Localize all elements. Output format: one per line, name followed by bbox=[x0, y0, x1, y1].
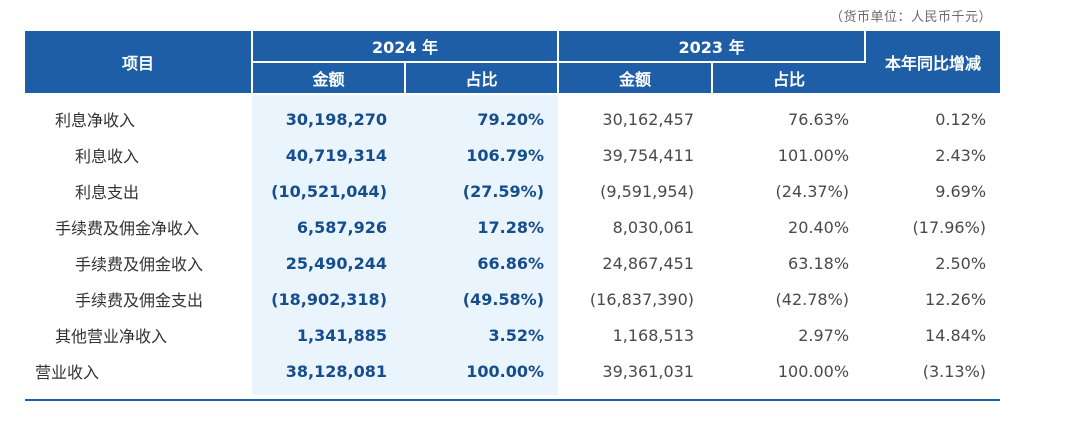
row-label: 利息净收入 bbox=[55, 111, 136, 130]
table-row: 营业收入 38,128,081 100.00% 39,361,031 100.0… bbox=[25, 353, 1000, 395]
header-amount-2023: 金额 bbox=[558, 62, 714, 95]
ratio-2023: 2.97% bbox=[798, 325, 850, 345]
table-row: 利息支出 (10,521,044) (27.59%) (9,591,954) (… bbox=[25, 173, 1000, 209]
ratio-2023: 100.00% bbox=[777, 361, 850, 381]
yoy-change: 0.12% bbox=[935, 109, 987, 129]
ratio-2024: 79.20% bbox=[405, 94, 559, 137]
ratio-2023: 20.40% bbox=[788, 217, 850, 237]
table-row: 手续费及佣金支出 (18,902,318) (49.58%) (16,837,3… bbox=[25, 281, 1000, 317]
amount-2024: 30,198,270 bbox=[252, 94, 405, 137]
income-table: 项目 2024 年 2023 年 本年同比增减 金额 占比 金额 占比 利息净收… bbox=[25, 31, 1001, 395]
ratio-2024: (49.58%) bbox=[405, 281, 559, 317]
amount-2023: 39,754,411 bbox=[602, 145, 695, 165]
amount-2023: 24,867,451 bbox=[602, 253, 695, 273]
table-body: 利息净收入 30,198,270 79.20% 30,162,457 76.63… bbox=[25, 94, 1000, 395]
row-label: 手续费及佣金支出 bbox=[75, 291, 204, 310]
table-row: 手续费及佣金收入 25,490,244 66.86% 24,867,451 63… bbox=[25, 245, 1000, 281]
ratio-2023: (42.78%) bbox=[775, 289, 850, 309]
amount-2024: 25,490,244 bbox=[252, 245, 405, 281]
table-row: 利息净收入 30,198,270 79.20% 30,162,457 76.63… bbox=[25, 94, 1000, 137]
ratio-2024: (27.59%) bbox=[405, 173, 559, 209]
ratio-2024: 17.28% bbox=[405, 209, 559, 245]
ratio-2023: 101.00% bbox=[777, 145, 850, 165]
amount-2024: 1,341,885 bbox=[252, 317, 405, 353]
header-ratio-2023: 占比 bbox=[712, 62, 866, 95]
row-label: 手续费及佣金净收入 bbox=[55, 219, 200, 238]
amount-2023: (16,837,390) bbox=[589, 289, 695, 309]
ratio-2024: 100.00% bbox=[405, 353, 559, 395]
amount-2023: 8,030,061 bbox=[612, 217, 695, 237]
row-label: 其他营业净收入 bbox=[55, 327, 168, 346]
table-row: 手续费及佣金净收入 6,587,926 17.28% 8,030,061 20.… bbox=[25, 209, 1000, 245]
header-yoy: 本年同比增减 bbox=[865, 31, 1001, 95]
amount-2024: (10,521,044) bbox=[252, 173, 405, 209]
ratio-2024: 3.52% bbox=[405, 317, 559, 353]
yoy-change: 2.43% bbox=[935, 145, 987, 165]
table-bottom-rule bbox=[25, 399, 1000, 401]
row-label: 营业收入 bbox=[35, 363, 100, 382]
amount-2023: 1,168,513 bbox=[612, 325, 695, 345]
amount-2023: 39,361,031 bbox=[602, 361, 695, 381]
ratio-2023: 63.18% bbox=[788, 253, 850, 273]
table-header: 项目 2024 年 2023 年 本年同比增减 金额 占比 金额 占比 bbox=[25, 31, 1001, 95]
ratio-2023: (24.37%) bbox=[775, 181, 850, 201]
yoy-change: 12.26% bbox=[925, 289, 987, 309]
yoy-change: (17.96%) bbox=[912, 217, 987, 237]
income-table-container: 项目 2024 年 2023 年 本年同比增减 金额 占比 金额 占比 利息净收… bbox=[25, 31, 1001, 401]
amount-2023: (9,591,954) bbox=[600, 181, 695, 201]
yoy-change: (3.13%) bbox=[922, 361, 987, 381]
ratio-2024: 106.79% bbox=[405, 137, 559, 173]
row-label: 利息收入 bbox=[75, 147, 140, 166]
ratio-2023: 76.63% bbox=[788, 109, 850, 129]
yoy-change: 14.84% bbox=[925, 325, 987, 345]
currency-unit-note: （货币单位：人民币千元） bbox=[829, 10, 992, 25]
amount-2024: (18,902,318) bbox=[252, 281, 405, 317]
header-year-2023: 2023 年 bbox=[558, 31, 867, 63]
amount-2023: 30,162,457 bbox=[602, 109, 695, 129]
header-year-2024: 2024 年 bbox=[252, 31, 560, 63]
table-row: 利息收入 40,719,314 106.79% 39,754,411 101.0… bbox=[25, 137, 1000, 173]
ratio-2024: 66.86% bbox=[405, 245, 559, 281]
amount-2024: 6,587,926 bbox=[252, 209, 405, 245]
header-amount-2024: 金额 bbox=[252, 62, 406, 95]
amount-2024: 38,128,081 bbox=[252, 353, 405, 395]
table-row: 其他营业净收入 1,341,885 3.52% 1,168,513 2.97% … bbox=[25, 317, 1000, 353]
row-label: 手续费及佣金收入 bbox=[75, 255, 204, 274]
header-ratio-2024: 占比 bbox=[405, 62, 560, 95]
yoy-change: 2.50% bbox=[935, 253, 987, 273]
row-label: 利息支出 bbox=[75, 183, 140, 202]
yoy-change: 9.69% bbox=[935, 181, 987, 201]
amount-2024: 40,719,314 bbox=[252, 137, 405, 173]
header-item: 项目 bbox=[25, 31, 253, 95]
